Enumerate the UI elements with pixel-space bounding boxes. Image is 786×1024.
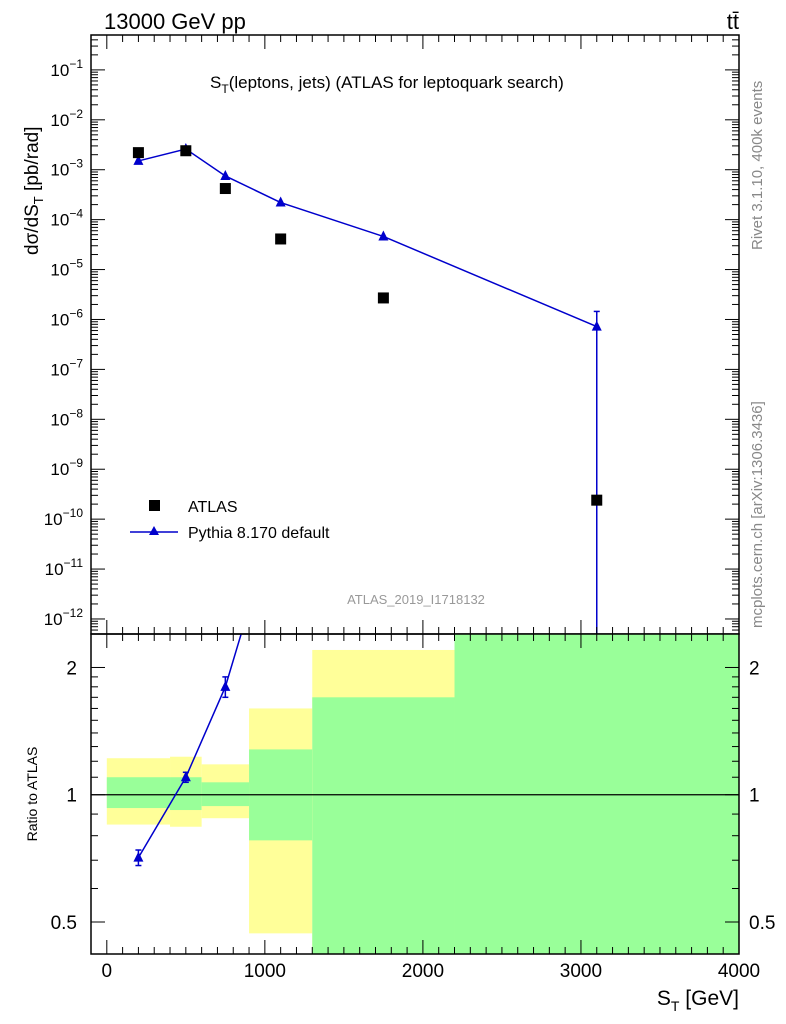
mcplots-label: mcplots.cern.ch [arXiv:1306.3436] (749, 401, 766, 628)
y-tick-label: 10−10 (44, 506, 84, 529)
y-tick-label: 10−6 (50, 306, 83, 329)
main-panel: 10−12 10−11 10−10 10−9 10−8 10−7 10−6 10−5 10−4 1… (22, 34, 740, 635)
mc-point (220, 169, 231, 180)
x-tick-label: 0 (102, 961, 113, 982)
legend: ATLAS Pythia 8.170 default (130, 499, 330, 542)
title-rest: (leptons, jets) (ATLAS for leptoquark se… (229, 73, 564, 92)
y-tick-label: 10−2 (50, 107, 83, 130)
mc-point (133, 154, 144, 165)
xlabel-sub: T (671, 998, 680, 1014)
y-tick-label: 10−7 (50, 356, 83, 379)
atlas-point (275, 233, 287, 245)
ratio-y-tick-label-left: 1 (66, 786, 77, 807)
main-ylabel: dσ/dST [pb/rad] (22, 127, 46, 255)
ratio-y-tick-label-right: 2 (749, 658, 760, 679)
y-tick-label: 10−5 (50, 257, 83, 280)
ratio-mc-point (133, 851, 144, 862)
legend-data-marker (149, 500, 160, 511)
ylabel-main: dσ/dS (22, 204, 43, 255)
legend-mc-marker (149, 526, 159, 535)
rivet-label: Rivet 3.1.10, 400k events (749, 81, 766, 250)
y-tick-label: 10−1 (50, 57, 83, 80)
mc-point (378, 230, 389, 241)
xlabel-rest: [GeV] (679, 987, 739, 1010)
legend-data-label: ATLAS (188, 499, 238, 516)
process-label: tt̄ (727, 9, 739, 34)
main-frame (90, 34, 740, 635)
ratio-mc-point (220, 680, 231, 691)
mc-series-line (138, 148, 598, 328)
y-tick-label: 10−9 (50, 456, 83, 479)
main-title: ST(leptons, jets) (ATLAS for leptoquark … (210, 73, 564, 96)
x-tick-label: 2000 (402, 961, 444, 982)
energy-label: 13000 GeV pp (104, 9, 246, 34)
title-main: S (210, 73, 221, 92)
ratio-mc-point (180, 771, 191, 782)
ratio-y-tick-label-left: 0.5 (51, 913, 77, 934)
ratio-y-tick-label-left: 2 (66, 658, 77, 679)
x-tick-label: 1000 (244, 961, 286, 982)
y-tick-label: 10−12 (44, 606, 84, 629)
y-tick-label: 10−3 (50, 157, 83, 180)
ylabel-sub: T (31, 196, 46, 204)
ratio-ylabel: Ratio to ATLAS (24, 747, 40, 842)
x-tick-label: 3000 (560, 961, 602, 982)
y-tick-label: 10−11 (45, 556, 84, 579)
mc-point (591, 320, 602, 331)
atlas-point (180, 145, 192, 157)
analysis-id: ATLAS_2019_I1718132 (347, 592, 485, 607)
ratio-band-green (106, 777, 171, 809)
ratio-panel: 0.5 0.5 1 1 2 2 0 1000 2000 3000 4000 Ratio to ATL… (24, 633, 775, 1014)
title-sub: T (221, 82, 229, 96)
ylabel-rest: [pb/rad] (22, 127, 43, 197)
atlas-point (219, 183, 231, 195)
x-axis-label: ST [GeV] (657, 987, 739, 1014)
ratio-band-green (454, 634, 739, 954)
atlas-point (591, 494, 603, 506)
ratio-y-tick-label-right: 0.5 (749, 913, 775, 934)
mc-point (275, 196, 286, 207)
ratio-mc-line (137, 634, 242, 858)
ratio-frame (90, 633, 740, 955)
xlabel-main: S (657, 987, 671, 1010)
atlas-point (132, 147, 144, 159)
y-tick-label: 10−8 (50, 406, 83, 429)
atlas-point (377, 292, 389, 304)
ratio-y-tick-label-right: 1 (749, 786, 760, 807)
ratio-band-green (312, 697, 455, 954)
x-tick-label: 4000 (718, 961, 760, 982)
legend-mc-label: Pythia 8.170 default (188, 525, 330, 542)
y-tick-label: 10−4 (50, 207, 83, 230)
